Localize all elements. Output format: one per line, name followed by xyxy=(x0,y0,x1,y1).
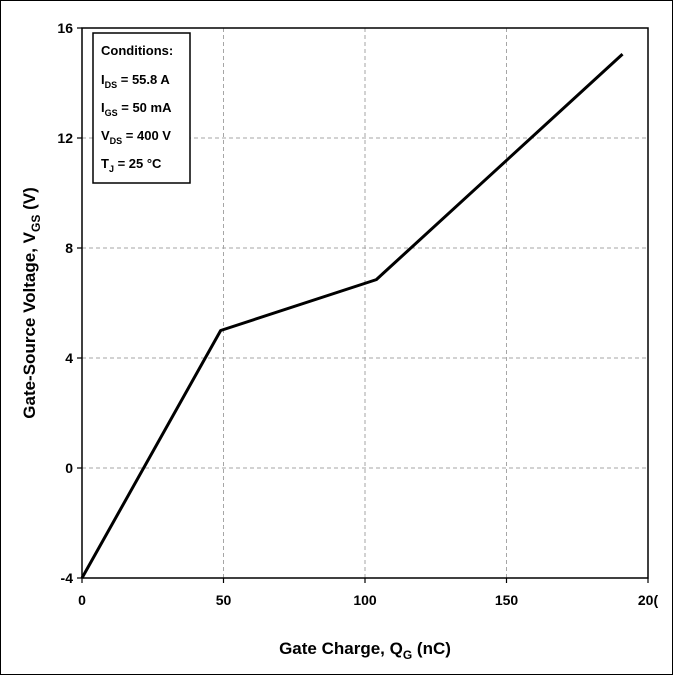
plot-border xyxy=(81,27,649,579)
x-tick-label-4: 20( xyxy=(638,592,659,608)
condition-vds: VDS = 400 V xyxy=(101,128,171,146)
x-tick-label-2: 100 xyxy=(353,592,377,608)
x-tick-labels: 0 50 100 150 20( xyxy=(78,578,658,608)
x-tick-label-0: 0 xyxy=(78,592,86,608)
x-tick-label-3: 150 xyxy=(495,592,519,608)
condition-ids: IDS = 55.8 A xyxy=(101,72,170,90)
x-axis-label: Gate Charge, QG (nC) xyxy=(279,639,451,662)
conditions-box: Conditions: IDS = 55.8 A IGS = 50 mA VDS… xyxy=(92,32,191,184)
series-line-0 xyxy=(80,53,624,579)
y-tick-labels: -4 0 4 8 12 16 xyxy=(57,20,82,586)
conditions-box-border xyxy=(92,32,191,184)
y-tick-label-3: 8 xyxy=(65,240,73,256)
y-tick-label-2: 4 xyxy=(65,350,73,366)
y-tick-label-0: -4 xyxy=(61,570,74,586)
condition-tj: TJ = 25 °C xyxy=(101,156,162,174)
grid-lines xyxy=(82,28,648,578)
condition-igs: IGS = 50 mA xyxy=(101,100,172,118)
conditions-title: Conditions: xyxy=(101,43,173,58)
x-tick-label-1: 50 xyxy=(216,592,232,608)
y-tick-label-1: 0 xyxy=(65,460,73,476)
y-tick-label-4: 12 xyxy=(57,130,73,146)
y-tick-label-5: 16 xyxy=(57,20,73,36)
y-axis-label: Gate-Source Voltage, VGS (V) xyxy=(20,187,43,418)
series-group xyxy=(80,53,624,579)
